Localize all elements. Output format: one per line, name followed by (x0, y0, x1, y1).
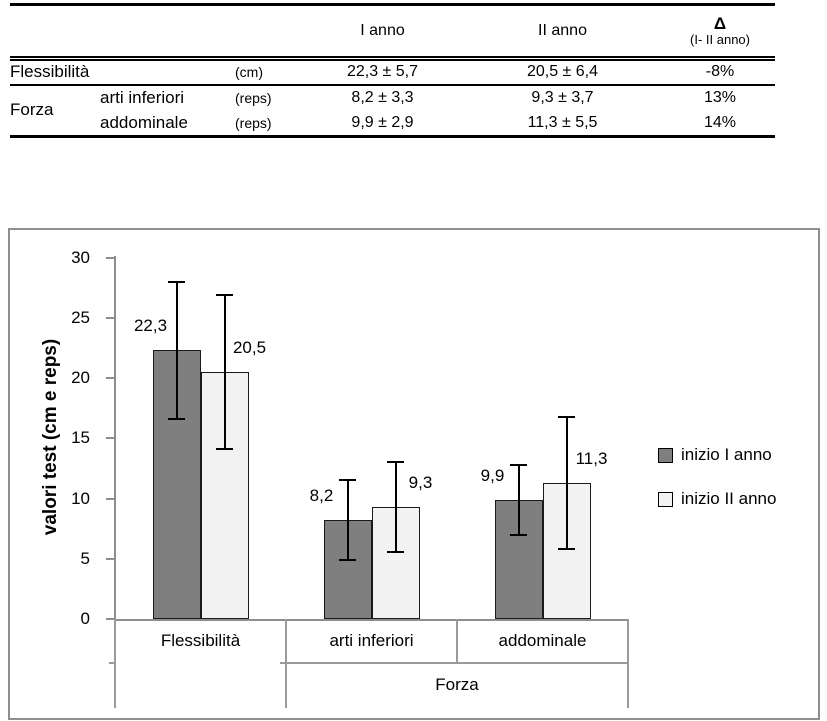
value-ii-anno: 20,5 ± 6,4 (460, 58, 665, 86)
legend-label: inizio I anno (681, 445, 772, 464)
table-row: Forza arti inferiori (reps) 8,2 ± 3,3 9,… (10, 85, 775, 119)
bar-chart: valori test (cm e reps) 0 5 10 15 20 25 30 Forz… (8, 228, 820, 720)
bar-value-label: 22,3 (133, 316, 168, 336)
error-bar-line (223, 294, 226, 450)
unit-cell: (reps) (235, 114, 272, 131)
category-axis-tick-stub (109, 662, 115, 664)
delta-symbol: Δ (713, 14, 727, 33)
value-delta: -8% (665, 58, 775, 86)
legend: inizio I anno inizio II anno (10, 230, 818, 718)
group-label: Forza (435, 675, 479, 694)
y-axis-tick (106, 618, 115, 620)
error-bar-cap-bottom (216, 448, 233, 451)
error-bar-cap-bottom (387, 550, 404, 553)
error-bar-line (517, 464, 520, 535)
y-axis-tick (106, 256, 115, 259)
y-axis-tick (106, 377, 115, 379)
y-tick-label: 5 (80, 548, 90, 568)
col-header-delta: Δ (I- II anno) (665, 4, 775, 61)
error-bar-cap-top (339, 479, 356, 482)
bar-value-label: 9,3 (408, 472, 433, 492)
category-label-arti-inferiori: arti inferiori (329, 630, 414, 650)
legend-label: inizio II anno (681, 489, 777, 508)
error-bar-cap-bottom (510, 533, 527, 536)
error-bar-cap-top (216, 293, 233, 296)
category-label-flessibilit: Flessibilità (160, 630, 241, 650)
unit-cell: (reps) (235, 90, 272, 106)
value-delta: 13% (703, 89, 737, 106)
error-bar-line (175, 281, 178, 419)
x-axis-line (115, 619, 628, 621)
category-axis-row-divider (280, 662, 628, 664)
delta-subtitle: (I- II anno) (690, 32, 750, 47)
y-tick-label: 15 (71, 428, 90, 448)
row-label-arti-inferiori: arti inferiori (100, 88, 185, 107)
category-separator (627, 619, 629, 708)
bar-value-label: 9,9 (480, 465, 505, 485)
value-ii-anno: 9,3 ± 3,7 (531, 89, 594, 106)
row-label-flessibilita: Flessibilità (10, 58, 235, 86)
y-axis-tick (106, 437, 115, 440)
error-bar-cap-top (387, 461, 404, 464)
results-table: I anno II anno Δ (I- II anno) Flessibili… (10, 3, 775, 138)
legend-item-inizio-i-anno: inizio I anno (658, 445, 772, 465)
col-header-ii-anno: II anno (460, 4, 665, 61)
error-bar-line (394, 462, 397, 552)
error-bar-cap-bottom (558, 548, 575, 551)
y-axis-line (114, 255, 116, 619)
value-i-anno: 9,9 ± 2,9 (351, 113, 414, 131)
row-label-forza: Forza (10, 100, 54, 120)
error-bar-cap-top (558, 415, 575, 418)
unit-cell: (cm) (235, 58, 305, 86)
bar-value-label: 11,3 (575, 448, 608, 468)
bar-value-label: 20,5 (232, 337, 267, 357)
category-separator (114, 619, 116, 708)
col-header-i-anno: I anno (305, 4, 460, 61)
table-header-row: I anno II anno Δ (I- II anno) (10, 4, 775, 61)
plot-area: 0 5 10 15 20 25 30 Forza Flessibilità arti inferi… (10, 230, 818, 718)
category-separator (456, 619, 458, 662)
y-tick-label: 30 (71, 247, 90, 267)
value-delta: 14% (703, 113, 737, 131)
table-row: Flessibilità (cm) 22,3 ± 5,7 20,5 ± 6,4 … (10, 58, 775, 86)
y-tick-label: 10 (71, 488, 90, 508)
error-bar-line (565, 416, 568, 550)
y-tick-label: 0 (80, 609, 90, 628)
legend-item-inizio-ii-anno: inizio II anno (658, 489, 776, 509)
error-bar-cap-bottom (168, 417, 185, 420)
error-bar-cap-bottom (339, 558, 356, 561)
header-spacer (10, 4, 305, 61)
category-separator (285, 619, 287, 708)
row-label-addominale: addominale (100, 112, 188, 132)
category-label-addominale: addominale (498, 630, 587, 650)
y-tick-label: 25 (71, 307, 90, 327)
value-i-anno: 22,3 ± 5,7 (305, 58, 460, 86)
legend-swatch-inizio-i-anno (658, 447, 673, 463)
value-i-anno: 8,2 ± 3,3 (351, 89, 414, 106)
y-axis-tick (106, 557, 115, 560)
legend-swatch-inizio-ii-anno (658, 491, 673, 507)
value-ii-anno: 11,3 ± 5,5 (527, 113, 598, 131)
table-row: addominale (reps) 9,9 ± 2,9 11,3 ± 5,5 1… (10, 111, 775, 137)
error-bar-cap-top (168, 280, 185, 283)
y-axis-tick (106, 497, 115, 500)
y-axis-tick (106, 316, 115, 319)
bar-value-label: 8,2 (309, 486, 334, 506)
y-tick-label: 20 (71, 368, 90, 387)
error-bar-line (346, 480, 349, 560)
error-bar-cap-top (510, 463, 527, 466)
